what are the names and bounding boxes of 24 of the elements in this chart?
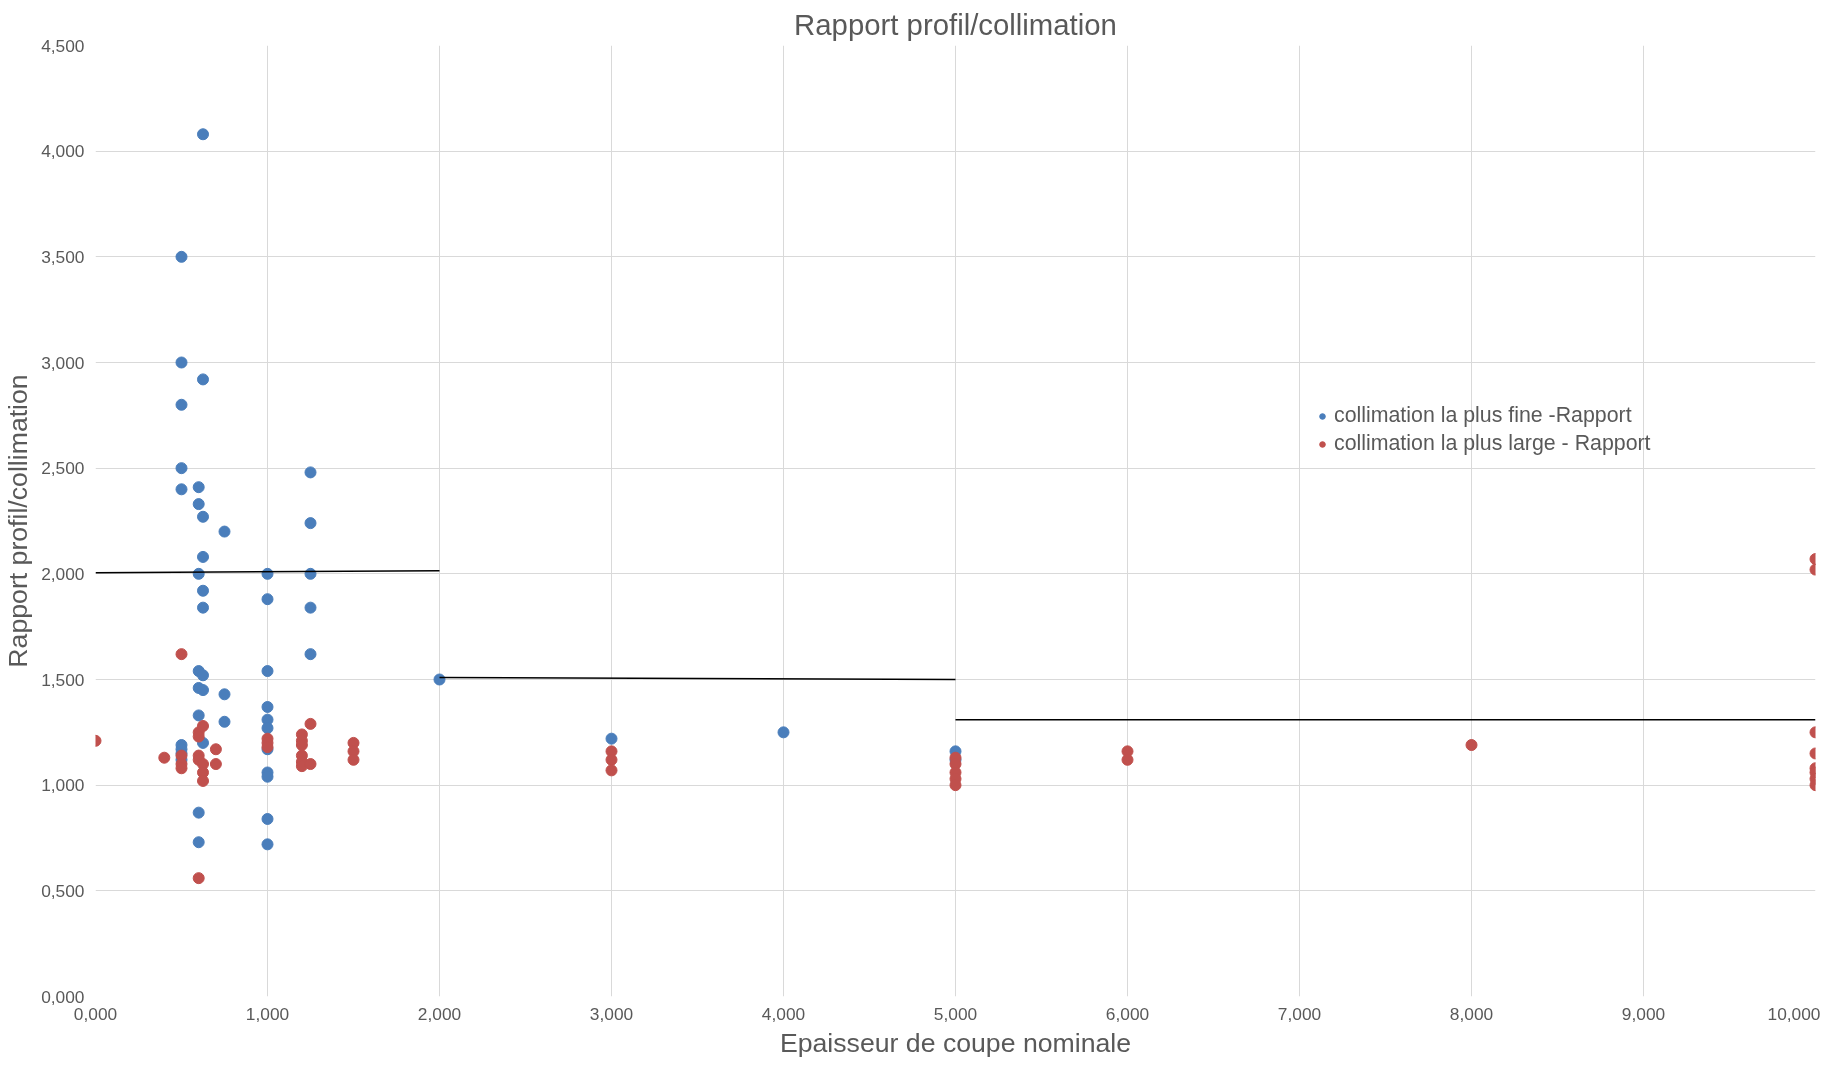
x-tick-label: 2,000 <box>417 1003 462 1024</box>
x-tick-label: 3,000 <box>589 1003 634 1024</box>
y-tick-label: 4,000 <box>41 141 85 162</box>
x-tick-label: 5,000 <box>933 1003 978 1024</box>
x-tick-label: 1,000 <box>245 1003 290 1024</box>
y-tick-label: 1,500 <box>41 669 85 690</box>
x-tick-label: 10,000 <box>1767 1003 1821 1024</box>
x-tick-label: 9,000 <box>1621 1003 1666 1024</box>
legend-label: collimation la plus large - Rapport <box>1334 431 1651 456</box>
y-axis-title: Rapport profil/collimation <box>3 374 34 668</box>
chart-title: Rapport profil/collimation <box>794 7 1117 41</box>
y-tick-label: 0,500 <box>41 880 85 901</box>
y-tick-label: 2,000 <box>41 563 85 584</box>
x-tick-label: 4,000 <box>761 1003 806 1024</box>
x-tick-label: 7,000 <box>1277 1003 1322 1024</box>
x-tick-label: 6,000 <box>1105 1003 1150 1024</box>
y-tick-label: 3,500 <box>41 246 85 267</box>
x-axis-title: Epaisseur de coupe nominale <box>779 1027 1132 1058</box>
y-tick-label: 3,000 <box>41 352 85 373</box>
y-tick-label: 4,500 <box>41 35 85 56</box>
legend-label: collimation la plus fine -Rapport <box>1334 403 1632 428</box>
y-tick-label: 1,000 <box>41 775 85 796</box>
x-tick-label: 8,000 <box>1449 1003 1494 1024</box>
y-tick-label: 2,500 <box>41 458 85 479</box>
